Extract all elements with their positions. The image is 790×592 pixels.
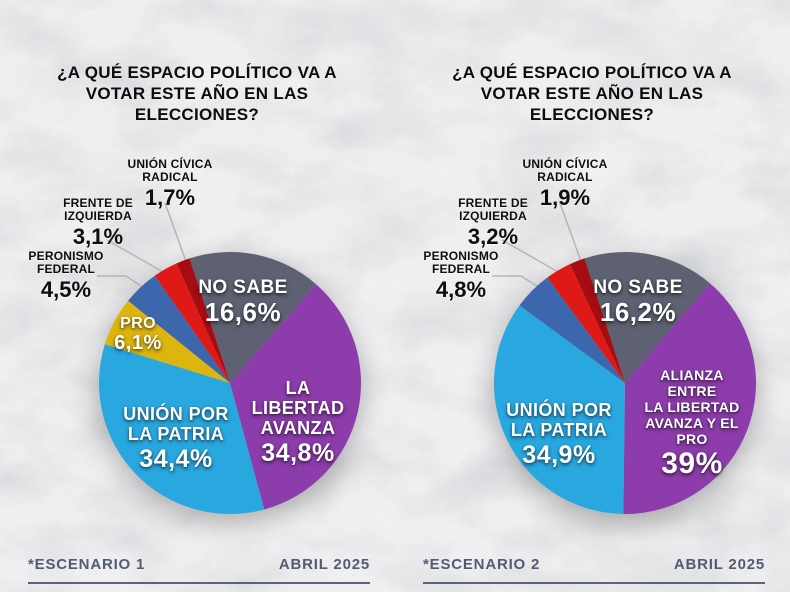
value-alianza-lla-pro: 39%	[661, 447, 723, 480]
pie-slice-no-sabe	[584, 252, 710, 383]
label-peronismo-federal: PERONISMO FEDERAL 4,8%	[413, 250, 509, 302]
date-label: ABRIL 2025	[673, 556, 765, 573]
leader-line-union-civica-radical	[164, 202, 189, 268]
label-union-por-la-patria: UNIÓN POR LA PATRIA 34,4%	[123, 404, 229, 473]
label-la-libertad-avanza: LA LIBERTAD AVANZA 34,8%	[250, 378, 347, 468]
scenario-2-panel: ¿A QUÉ ESPACIO POLÍTICO VA A VOTAR ESTE …	[395, 0, 790, 592]
label-frente-de-izquierda: FRENTE DE IZQUIERDA 3,2%	[450, 197, 536, 249]
leader-line-frente-de-izquierda	[106, 239, 173, 278]
footer-scenario-1: *ESCENARIO 1 ABRIL 2025	[28, 556, 370, 584]
label-union-civica-radical: UNIÓN CÍVICA RADICAL 1,9%	[510, 158, 620, 210]
pie-slice-peronismo-federal	[519, 277, 625, 383]
pie-slices-group	[493, 252, 756, 515]
date-label: ABRIL 2025	[278, 556, 370, 573]
footer-scenario-2: *ESCENARIO 2 ABRIL 2025	[423, 556, 765, 584]
pie-chart-scenario-1	[97, 202, 361, 514]
label-alianza-lla-pro: ALIANZA ENTRE LA LIBERTAD AVANZA Y EL PRO …	[644, 367, 740, 480]
pie-slice-frente-de-izquierda	[154, 263, 230, 383]
pie-slice-no-sabe	[189, 251, 317, 383]
value-peronismo-federal: 4,5%	[40, 277, 92, 302]
scenario-1-panel: ¿A QUÉ ESPACIO POLÍTICO VA A VOTAR ESTE …	[18, 63, 370, 584]
pie-slice-union-por-la-patria	[493, 305, 625, 514]
label-frente-de-izquierda: FRENTE DE IZQUIERDA 3,1%	[55, 197, 141, 249]
value-frente-de-izquierda: 3,2%	[467, 224, 519, 249]
value-peronismo-federal: 4,8%	[435, 277, 487, 302]
label-union-por-la-patria: UNIÓN POR LA PATRIA 34,9%	[506, 400, 612, 469]
pie-slice-alianza-entre-la-libertad-avanza-y-el-pro	[623, 283, 756, 515]
pie-slices-group	[98, 251, 361, 514]
value-union-civica-radical: 1,9%	[539, 185, 591, 210]
label-peronismo-federal: PERONISMO FEDERAL 4,5%	[18, 250, 114, 302]
value-frente-de-izquierda: 3,1%	[72, 224, 124, 249]
label-no-sabe: NO SABE 16,2%	[593, 277, 683, 327]
label-union-civica-radical: UNIÓN CÍVICA RADICAL 1,7%	[115, 158, 225, 210]
pie-slice-union-por-la-patria	[98, 344, 265, 514]
value-union-por-la-patria: 34,4%	[139, 445, 213, 473]
chart-title: ¿A QUÉ ESPACIO POLÍTICO VA A VOTAR ESTE …	[452, 63, 732, 124]
leader-line-frente-de-izquierda	[501, 239, 568, 278]
value-no-sabe: 16,2%	[599, 297, 677, 327]
value-pro: 6,1%	[114, 332, 162, 354]
scenario-label: *ESCENARIO 2	[423, 556, 541, 573]
pie-slice-peronismo-federal	[128, 275, 230, 383]
value-union-por-la-patria: 34,9%	[522, 441, 596, 469]
pie-slice-union-civica-radical	[176, 258, 230, 383]
label-pro: PRO 6,1%	[114, 315, 162, 354]
value-no-sabe: 16,6%	[204, 297, 282, 327]
pie-slice-la-libertad-avanza	[230, 284, 361, 510]
leader-line-union-civica-radical	[559, 202, 584, 268]
value-union-civica-radical: 1,7%	[144, 185, 196, 210]
pie-slice-union-civica-radical	[569, 258, 625, 383]
scenario-label: *ESCENARIO 1	[28, 556, 146, 573]
pie-slice-frente-de-izquierda	[547, 264, 625, 383]
chart-title: ¿A QUÉ ESPACIO POLÍTICO VA A VOTAR ESTE …	[57, 63, 337, 124]
pie-slice-pro	[104, 300, 230, 383]
value-la-libertad-avanza: 34,8%	[261, 439, 335, 467]
label-no-sabe: NO SABE 16,6%	[198, 277, 288, 327]
pie-chart-scenario-2	[492, 202, 756, 515]
